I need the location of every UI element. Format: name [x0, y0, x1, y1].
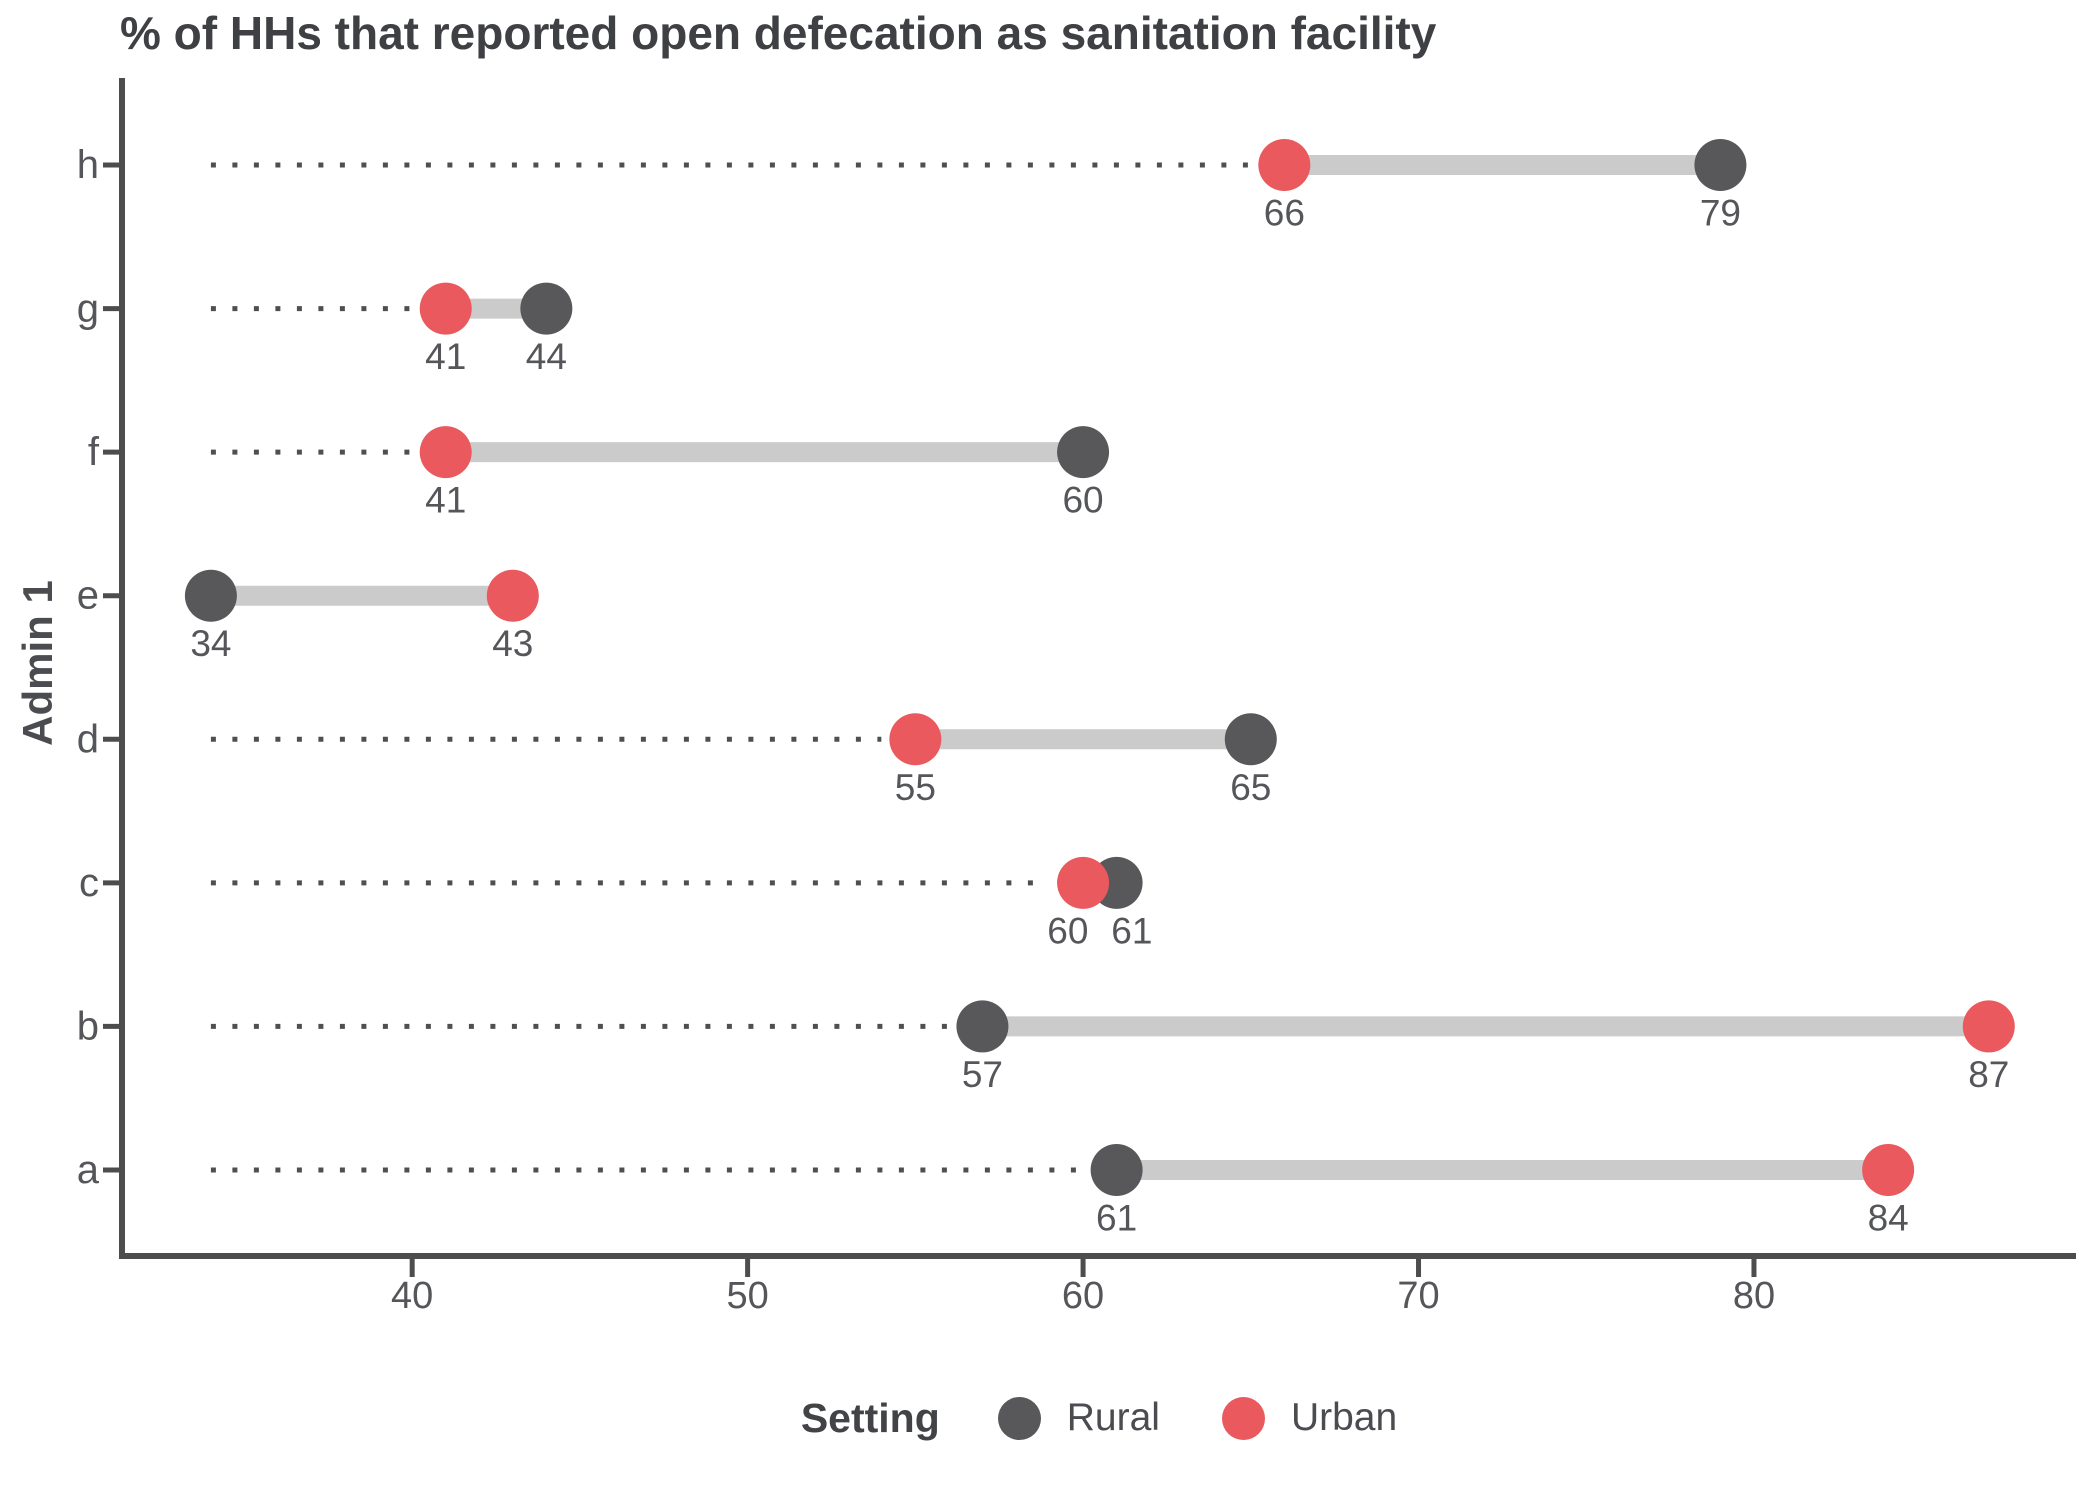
- legend: Setting Rural Urban: [122, 1386, 2076, 1450]
- x-tick-label: 50: [726, 1275, 768, 1317]
- rural-value-label: 65: [1230, 767, 1271, 808]
- x-tick-label: 70: [1397, 1275, 1439, 1317]
- rural-dot: [956, 1000, 1009, 1053]
- urban-swatch-icon: [1221, 1396, 1265, 1440]
- rural-dot: [1090, 1143, 1143, 1196]
- urban-dot: [419, 282, 472, 335]
- rural-dot: [1057, 426, 1110, 479]
- rural-value-label: 44: [526, 336, 567, 377]
- rural-value-label: 34: [190, 623, 231, 664]
- legend-title: Setting: [800, 1394, 940, 1441]
- rural-dot: [184, 569, 237, 622]
- urban-value-label: 41: [425, 336, 466, 377]
- legend-item-rural: Rural: [997, 1396, 1160, 1440]
- rural-dot: [520, 282, 573, 335]
- category-label: b: [77, 1004, 99, 1048]
- urban-dot: [419, 426, 472, 479]
- category-label: e: [77, 574, 99, 618]
- rural-dot: [1224, 713, 1277, 766]
- rural-value-label: 57: [962, 1054, 1003, 1095]
- category-label: a: [77, 1148, 100, 1192]
- chart-title: % of HHs that reported open defecation a…: [120, 7, 1437, 59]
- urban-dot: [486, 569, 539, 622]
- urban-value-label: 84: [1868, 1197, 1909, 1238]
- urban-value-label: 66: [1264, 193, 1305, 234]
- urban-dot: [1057, 856, 1110, 909]
- category-label: d: [77, 717, 99, 761]
- rural-value-label: 61: [1111, 910, 1152, 951]
- urban-value-label: 87: [1968, 1054, 2009, 1095]
- rural-value-label: 61: [1096, 1197, 1137, 1238]
- legend-label-rural: Rural: [1066, 1396, 1160, 1439]
- rural-value-label: 79: [1700, 193, 1741, 234]
- category-label: g: [77, 287, 99, 331]
- rural-swatch-icon: [997, 1396, 1041, 1440]
- legend-item-urban: Urban: [1221, 1396, 1398, 1440]
- category-label: c: [79, 861, 99, 905]
- urban-dot: [1258, 139, 1311, 191]
- urban-value-label: 55: [895, 767, 936, 808]
- x-tick-label: 60: [1062, 1275, 1104, 1317]
- urban-value-label: 41: [425, 480, 466, 521]
- urban-dot: [1962, 1000, 2015, 1053]
- x-tick-label: 80: [1733, 1275, 1775, 1317]
- rural-value-label: 60: [1062, 480, 1103, 521]
- x-tick-label: 40: [391, 1275, 433, 1317]
- urban-value-label: 60: [1047, 910, 1088, 951]
- urban-dot: [1862, 1143, 1915, 1196]
- legend-label-urban: Urban: [1290, 1396, 1398, 1439]
- category-label: f: [88, 430, 100, 474]
- urban-dot: [889, 713, 942, 766]
- category-label: h: [77, 143, 99, 187]
- urban-value-label: 43: [492, 623, 533, 664]
- rural-dot: [1694, 139, 1747, 191]
